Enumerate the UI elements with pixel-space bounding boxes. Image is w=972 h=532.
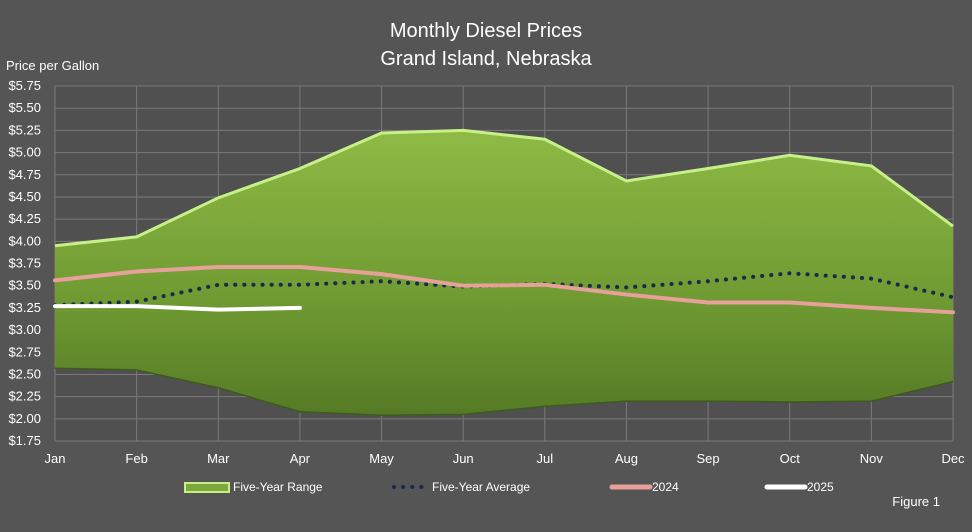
legend-label: Five-Year Average (432, 480, 530, 494)
legend-label: 2025 (807, 480, 834, 494)
series-line-2024 (53, 265, 955, 315)
y-tick-label: $5.25 (8, 122, 41, 137)
x-tick-label: Oct (780, 451, 801, 466)
y-tick-label: $3.50 (8, 278, 41, 293)
x-tick-label: Sep (697, 451, 720, 466)
x-tick-label: Jun (453, 451, 474, 466)
x-tick-label: Apr (290, 451, 311, 466)
five-year-range-area (55, 130, 953, 416)
x-tick-label: Aug (615, 451, 638, 466)
y-tick-label: $3.00 (8, 322, 41, 337)
y-tick-label: $4.00 (8, 233, 41, 248)
series-line-2025 (53, 304, 302, 312)
y-axis-label: Price per Gallon (6, 58, 100, 73)
y-tick-label: $5.75 (8, 78, 41, 93)
y-tick-label: $3.75 (8, 256, 41, 271)
y-tick-label: $2.75 (8, 344, 41, 359)
x-tick-label: Dec (941, 451, 965, 466)
chart-subtitle: Grand Island, Nebraska (380, 48, 592, 70)
legend-label: Five-Year Range (233, 480, 323, 494)
y-tick-label: $1.75 (8, 433, 41, 448)
figure-label: Figure 1 (892, 494, 940, 509)
chart-title: Monthly Diesel Prices (389, 20, 583, 42)
y-tick-label: $5.00 (8, 145, 41, 160)
y-tick-label: $4.50 (8, 189, 41, 204)
y-tick-label: $4.25 (8, 211, 41, 226)
x-tick-label: May (369, 451, 394, 466)
x-tick-label: Jan (45, 451, 66, 466)
five-year-range-low-edge (54, 367, 954, 417)
legend-swatch-five-year-range (184, 482, 230, 493)
x-tick-label: Nov (860, 451, 884, 466)
y-tick-label: $5.50 (8, 100, 41, 115)
five-year-range-high-edge (54, 128, 954, 248)
legend-label: 2024 (652, 480, 679, 494)
x-tick-label: Mar (207, 451, 230, 466)
y-tick-label: $2.00 (8, 411, 41, 426)
x-tick-label: Jul (537, 451, 554, 466)
y-tick-label: $4.75 (8, 167, 41, 182)
y-tick-label: $3.25 (8, 300, 41, 315)
x-tick-label: Feb (125, 451, 147, 466)
y-tick-label: $2.25 (8, 389, 41, 404)
y-tick-label: $2.50 (8, 366, 41, 381)
